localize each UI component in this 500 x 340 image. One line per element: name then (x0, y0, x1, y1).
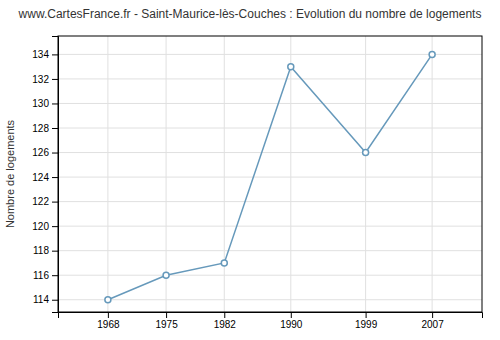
tick-label: 2007 (421, 319, 444, 330)
grid-line (290, 36, 291, 312)
tick-mark (52, 128, 58, 129)
grid-line (58, 226, 482, 227)
tick-mark (52, 54, 58, 55)
grid-line (166, 36, 167, 312)
point (429, 51, 435, 57)
point (363, 150, 369, 156)
tick-label: 118 (33, 245, 49, 256)
tick-label: 1975 (155, 319, 178, 330)
tick-label: 126 (32, 147, 49, 158)
tick-mark (52, 153, 58, 154)
plot-area: 1968197519821990199920071141161181201221… (32, 36, 482, 330)
tick-mark (224, 312, 225, 318)
tick: 1968 (97, 312, 120, 330)
tick: 118 (33, 245, 58, 256)
tick-label: 1999 (355, 319, 378, 330)
tick-label: 122 (32, 196, 49, 207)
tick: 126 (32, 147, 58, 158)
tick-label: 114 (33, 294, 49, 305)
tick: 114 (33, 294, 58, 305)
tick-label: 130 (32, 98, 49, 109)
tick-label: 1990 (280, 319, 303, 330)
tick: 132 (32, 74, 58, 85)
tick-mark (52, 226, 58, 227)
tick: 120 (32, 221, 58, 232)
tick: 1990 (280, 312, 303, 330)
grid-line (58, 299, 482, 300)
tick-mark (52, 300, 58, 301)
tick-label: 116 (33, 270, 49, 281)
marks (105, 51, 435, 302)
tick-mark (166, 312, 167, 318)
grid-line (107, 36, 108, 312)
tick-label: 124 (32, 172, 49, 183)
grid-line (58, 275, 482, 276)
tick-mark (432, 312, 433, 318)
tick-label: 1968 (97, 319, 120, 330)
grid-line (365, 36, 366, 312)
y-axis-label: Nombre de logements (4, 119, 16, 228)
plot-frame (58, 36, 482, 312)
tick-mark (52, 79, 58, 80)
tick-label: 132 (32, 74, 49, 85)
tick-mark (52, 103, 58, 104)
line (108, 54, 432, 299)
axis-line (52, 37, 59, 313)
tick-label: 134 (32, 49, 49, 60)
grid-line (58, 54, 482, 55)
grid-line (58, 177, 482, 178)
tick-label: 1982 (214, 319, 237, 330)
tick-mark (108, 312, 109, 318)
tick: 1999 (355, 312, 378, 330)
tick: 122 (32, 196, 58, 207)
title: www.CartesFrance.fr - Saint-Maurice-lès-… (18, 7, 482, 21)
tick: 1982 (214, 312, 237, 330)
grid-line (432, 36, 433, 312)
tick-mark (52, 251, 58, 252)
point (163, 272, 169, 278)
tick: 134 (32, 49, 58, 60)
x-axis: 1968 1975 1982 1990 1999 2007 (59, 312, 483, 330)
axis-line (59, 313, 483, 319)
grid-line (58, 103, 482, 104)
tick-mark (52, 275, 58, 276)
tick: 128 (32, 123, 58, 134)
tick: 1975 (155, 312, 178, 330)
y-axis: 114 116 118 120 122 124 126 128 130 132 134 (32, 37, 58, 313)
grid-line (58, 152, 482, 153)
tick-mark (366, 312, 367, 318)
grid-line (58, 250, 482, 251)
grid-line (224, 36, 225, 312)
tick-mark (291, 312, 292, 318)
point (105, 297, 111, 303)
tick: 130 (32, 98, 58, 109)
chart: www.CartesFrance.fr - Saint-Maurice-lès-… (0, 0, 500, 340)
tick-label: 128 (32, 123, 49, 134)
tick-label: 120 (32, 221, 49, 232)
tick-mark (52, 177, 58, 178)
tick: 116 (33, 270, 58, 281)
grid (58, 36, 482, 312)
tick: 124 (32, 172, 58, 183)
grid-line (58, 201, 482, 202)
point (288, 64, 294, 70)
tick: 2007 (421, 312, 444, 330)
point (221, 260, 227, 266)
grid-line (58, 78, 482, 79)
tick-mark (52, 202, 58, 203)
